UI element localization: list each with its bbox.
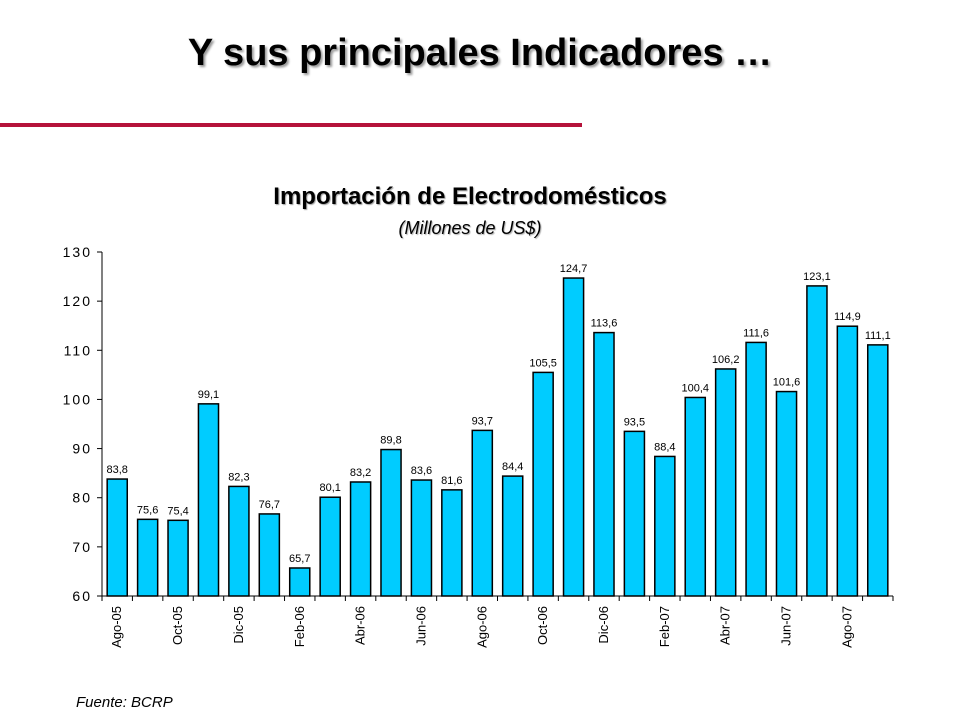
chart-subtitle: (Millones de US$) (398, 218, 542, 238)
data-label: 93,5 (624, 416, 645, 428)
data-label: 111,1 (865, 330, 891, 342)
data-label: 65,7 (289, 553, 310, 565)
data-label: 123,1 (803, 271, 831, 283)
bar (866, 344, 889, 597)
data-label: 76,7 (259, 499, 280, 511)
x-tick-label: Oct-06 (535, 606, 550, 645)
bar (623, 430, 646, 597)
data-label: 83,2 (350, 467, 371, 479)
y-tick-label: 80 (72, 490, 92, 506)
source-note: Fuente: BCRP (76, 694, 173, 711)
y-tick-label: 100 (63, 391, 92, 407)
bar (228, 485, 250, 597)
x-tick-label: Feb-06 (292, 606, 307, 647)
data-label: 93,7 (472, 415, 493, 427)
bar (167, 519, 189, 597)
bar (684, 396, 707, 597)
bar (654, 455, 676, 597)
data-label: 83,6 (411, 465, 432, 477)
data-label: 114,9 (834, 311, 861, 323)
bar (136, 518, 159, 597)
data-label: 105,5 (529, 357, 557, 369)
bar (714, 368, 737, 597)
x-tick-label: Dic-06 (596, 606, 611, 644)
y-tick-label: 60 (72, 588, 92, 604)
bar (106, 478, 129, 597)
y-tick-label: 130 (63, 244, 92, 260)
data-label: 82,3 (228, 471, 249, 483)
bar (836, 325, 859, 597)
x-tick-label: Abr-07 (718, 606, 733, 645)
data-label: 81,6 (441, 475, 462, 487)
x-tick-label: Jun-06 (413, 606, 428, 646)
bar (258, 513, 281, 597)
bar (349, 481, 372, 597)
bar (806, 285, 828, 597)
data-label: 124,7 (560, 263, 588, 275)
data-label: 84,4 (502, 461, 523, 473)
x-tick-label: Oct-05 (170, 606, 185, 645)
bar (410, 479, 433, 597)
slide-title: Y sus principales Indicadores … (187, 32, 773, 74)
title-underline-rule (0, 123, 582, 127)
data-label: 100,4 (681, 382, 709, 394)
x-tick-label: Jun-07 (779, 606, 794, 646)
x-tick-label: Ago-07 (839, 606, 854, 648)
data-label: 83,8 (107, 464, 128, 476)
bar (380, 448, 402, 597)
y-tick-label: 120 (63, 293, 92, 309)
x-tick-label: Feb-07 (657, 606, 672, 647)
data-label: 75,4 (167, 505, 188, 517)
data-label: 111,6 (743, 327, 769, 339)
data-label: 88,4 (654, 441, 675, 453)
y-tick-label: 70 (72, 539, 92, 555)
data-label: 80,1 (319, 482, 340, 494)
bar (501, 475, 524, 597)
x-tick-label: Ago-06 (474, 606, 489, 648)
bar (593, 331, 615, 597)
bar (775, 390, 798, 597)
chart-title: Importación de Electrodomésticos (273, 183, 667, 210)
y-tick-label: 90 (72, 441, 92, 457)
bar (532, 371, 554, 597)
bar (471, 429, 494, 597)
x-tick-label: Ago-05 (109, 606, 124, 648)
x-tick-label: Abr-06 (353, 606, 368, 645)
bar (562, 277, 585, 597)
data-label: 99,1 (198, 389, 219, 401)
bar (441, 489, 463, 597)
bar (197, 403, 220, 597)
data-label: 106,2 (712, 354, 740, 366)
x-tick-label: Dic-05 (231, 606, 246, 644)
bar (288, 567, 311, 597)
data-label: 101,6 (773, 377, 801, 389)
bar (319, 496, 341, 597)
y-tick-label: 110 (64, 342, 92, 358)
data-label: 113,6 (591, 318, 618, 330)
data-label: 89,8 (380, 435, 401, 447)
bar (745, 341, 767, 597)
data-label: 75,6 (137, 504, 158, 516)
